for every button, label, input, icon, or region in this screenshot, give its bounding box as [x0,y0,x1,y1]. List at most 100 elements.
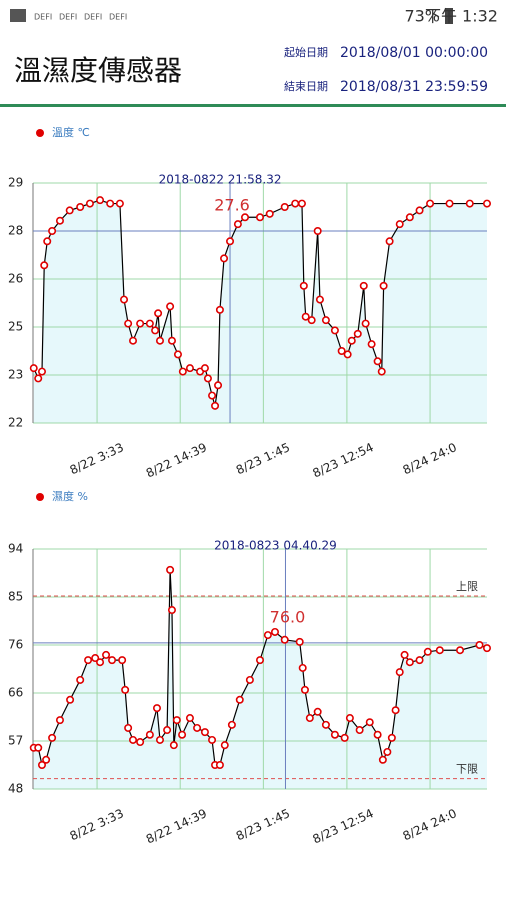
data-point [42,755,51,764]
x-tick-label: 8/22 3:33 [68,806,126,843]
data-point [387,733,396,742]
data-point [185,364,194,373]
data-point [423,647,432,656]
y-tick-label: 23 [8,368,23,382]
data-point [136,319,145,328]
data-point [208,391,217,400]
area-fill [33,200,487,423]
data-point [263,631,272,640]
notification-label: DEFI [84,13,102,22]
x-tick-label: 8/24 24:0 [401,440,459,477]
data-point [265,209,274,218]
data-point [215,305,224,314]
start-label: 起始日期 [284,45,328,59]
data-point [208,735,217,744]
y-tick-label: 76 [8,638,23,652]
y-tick-label: 28 [8,224,23,238]
data-point [367,340,376,349]
data-point [321,720,330,729]
data-point [215,760,224,769]
data-point [241,213,250,222]
data-point [226,237,235,246]
data-point [173,350,182,359]
legend-label: 溫度 ℃ [52,125,90,139]
data-point [178,367,187,376]
start-date[interactable]: 2018/08/01 00:00:00 [340,45,488,61]
data-point [361,319,370,328]
data-point [166,302,175,311]
data-point [465,199,474,208]
data-point [426,199,435,208]
y-tick-label: 94 [8,542,23,556]
data-point [330,326,339,335]
data-point [482,644,491,653]
data-point [40,261,49,270]
data-point [359,281,368,290]
data-point [330,730,339,739]
y-tick-label: 29 [8,176,23,190]
data-point [37,760,46,769]
data-point [299,281,308,290]
data-point [200,364,209,373]
data-point [76,675,85,684]
app-title: 溫濕度傳感器 [14,54,182,87]
data-point [391,706,400,715]
data-point [377,367,386,376]
data-point [220,741,229,750]
data-point [55,216,64,225]
data-point [163,726,172,735]
data-point [235,695,244,704]
legend-marker [36,493,44,501]
data-point [185,714,194,723]
data-point [34,743,43,752]
data-point [178,730,187,739]
data-point [96,196,105,205]
data-point [102,650,111,659]
end-date[interactable]: 2018/08/31 23:59:59 [340,79,488,95]
cursor-label: 2018-0822 21:58.32 [159,173,282,187]
notification-label: DEFI [59,13,77,22]
data-point [203,374,212,383]
y-tick-label: 66 [8,686,23,700]
legend-label: 濕度 % [52,489,88,503]
cursor-label: 2018-0823 04.40.29 [214,539,337,553]
data-point [76,203,85,212]
data-point [227,720,236,729]
data-point [85,199,94,208]
data-point [295,637,304,646]
data-point [255,213,264,222]
data-point [66,695,75,704]
data-point [245,675,254,684]
data-point [37,367,46,376]
data-point [193,723,202,732]
data-point [385,237,394,246]
data-point [214,381,223,390]
data-point [169,741,178,750]
data-point [395,668,404,677]
data-point [43,237,52,246]
data-point [155,336,164,345]
x-tick-label: 8/23 12:54 [311,806,376,846]
data-point [353,329,362,338]
y-tick-label: 57 [8,734,23,748]
data-point [255,656,264,665]
data-point [415,656,424,665]
data-point [291,199,300,208]
cursor-value: 27.6 [214,196,250,215]
data-point [129,735,138,744]
battery-text: 73% [404,7,440,26]
data-point [482,199,491,208]
data-point [475,640,484,649]
data-point [280,635,289,644]
data-point [167,336,176,345]
data-point [55,716,64,725]
data-point [379,281,388,290]
data-point [65,206,74,215]
data-point [152,704,161,713]
data-point [435,646,444,655]
data-point [405,658,414,667]
data-point [400,650,409,659]
data-point [172,716,181,725]
